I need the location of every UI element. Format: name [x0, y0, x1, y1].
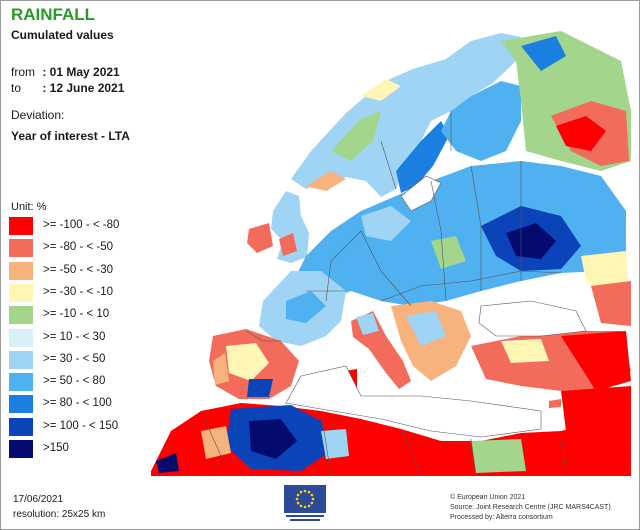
eu-star [299, 490, 303, 494]
credits-source: Source: Joint Research Centre (JRC MARS4… [450, 504, 611, 511]
legend-item: >150 [9, 440, 209, 458]
period-from-value: : 01 May 2021 [42, 65, 120, 79]
map-subtitle: Cumulated values [11, 28, 114, 42]
legend-label: >= 80 - < 100 [43, 397, 112, 410]
region-ireland [247, 223, 273, 253]
period-to-label: to [11, 81, 22, 95]
legend-label: >= 50 - < 80 [43, 375, 106, 388]
eu-star [295, 497, 299, 501]
legend-item: >= 100 - < 150 [9, 417, 209, 436]
legend-item: >= 50 - < 80 [9, 373, 209, 392]
footer-resolution: resolution: 25x25 km [13, 509, 106, 520]
period-to: to : 12 June 2021 [11, 81, 124, 95]
eu-star [310, 501, 314, 505]
region-finland [441, 81, 521, 161]
credits-processed: Processed by: Alterra consortium [450, 514, 553, 521]
legend-label: >= 30 - < 50 [43, 352, 106, 365]
legend-swatch [9, 417, 33, 436]
legend-item: >= -10 - < 10 [9, 306, 209, 325]
legend-item: >= 10 - < 30 [9, 328, 209, 347]
credits: © European Union 2021 Source: Joint Rese… [450, 493, 611, 523]
credits-copyright: © European Union 2021 [450, 494, 526, 501]
legend-label: >= -10 - < 10 [43, 308, 110, 321]
eu-star [307, 504, 311, 508]
legend-swatch [9, 239, 33, 258]
legend-item: >= 80 - < 100 [9, 395, 209, 414]
legend-label: >= 10 - < 30 [43, 330, 106, 343]
legend-swatch [9, 306, 33, 325]
deviation-label: Deviation: [11, 108, 65, 122]
baltic-sea [400, 175, 442, 212]
legend-unit: Unit: % [11, 201, 47, 213]
european-commission-logo [284, 485, 326, 521]
legend-swatch [9, 328, 33, 347]
eu-star [296, 501, 300, 505]
deviation-value: Year of interest - LTA [11, 129, 130, 143]
legend-item: >= 30 - < 50 [9, 350, 209, 369]
legend-label: >= -30 - < -10 [43, 285, 113, 298]
legend-item: >= -100 - < -80 [9, 217, 209, 235]
legend-swatch [9, 440, 33, 458]
legend-label: >= -100 - < -80 [43, 219, 120, 231]
eu-star [303, 489, 307, 493]
eu-star [303, 505, 307, 509]
period-to-value: : 12 June 2021 [42, 81, 125, 95]
period-from: from : 01 May 2021 [11, 65, 120, 79]
period-from-label: from [11, 65, 35, 79]
legend-swatch [9, 283, 33, 302]
legend-swatch [9, 261, 33, 280]
legend-item: >= -30 - < -10 [9, 283, 209, 302]
legend-item: >= -80 - < -50 [9, 239, 209, 258]
footer-date: 17/06/2021 [13, 494, 64, 505]
legend-item: >= -50 - < -30 [9, 261, 209, 280]
eu-star [299, 504, 303, 508]
legend-label: >150 [43, 442, 69, 454]
region-central-europe [296, 161, 626, 306]
eu-star [296, 493, 300, 497]
eu-star [311, 497, 315, 501]
map-title: RAINFALL [11, 5, 96, 24]
region-uk [271, 191, 309, 263]
legend-swatch [9, 217, 33, 235]
eu-star [307, 490, 311, 494]
legend-label: >= 100 - < 150 [43, 419, 119, 432]
legend-swatch [9, 373, 33, 392]
black-sea [478, 300, 587, 337]
legend-label: >= -80 - < -50 [43, 241, 113, 254]
mediterranean-sea [285, 365, 542, 438]
eu-star [310, 493, 314, 497]
legend-swatch [9, 350, 33, 369]
legend-swatch [9, 395, 33, 414]
legend-label: >= -50 - < -30 [43, 263, 113, 276]
